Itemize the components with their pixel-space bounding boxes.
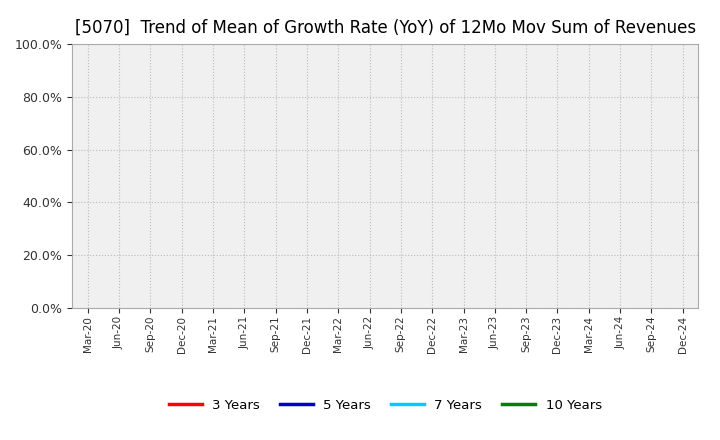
Legend: 3 Years, 5 Years, 7 Years, 10 Years: 3 Years, 5 Years, 7 Years, 10 Years [163, 394, 607, 418]
Title: [5070]  Trend of Mean of Growth Rate (YoY) of 12Mo Mov Sum of Revenues: [5070] Trend of Mean of Growth Rate (YoY… [75, 19, 696, 37]
